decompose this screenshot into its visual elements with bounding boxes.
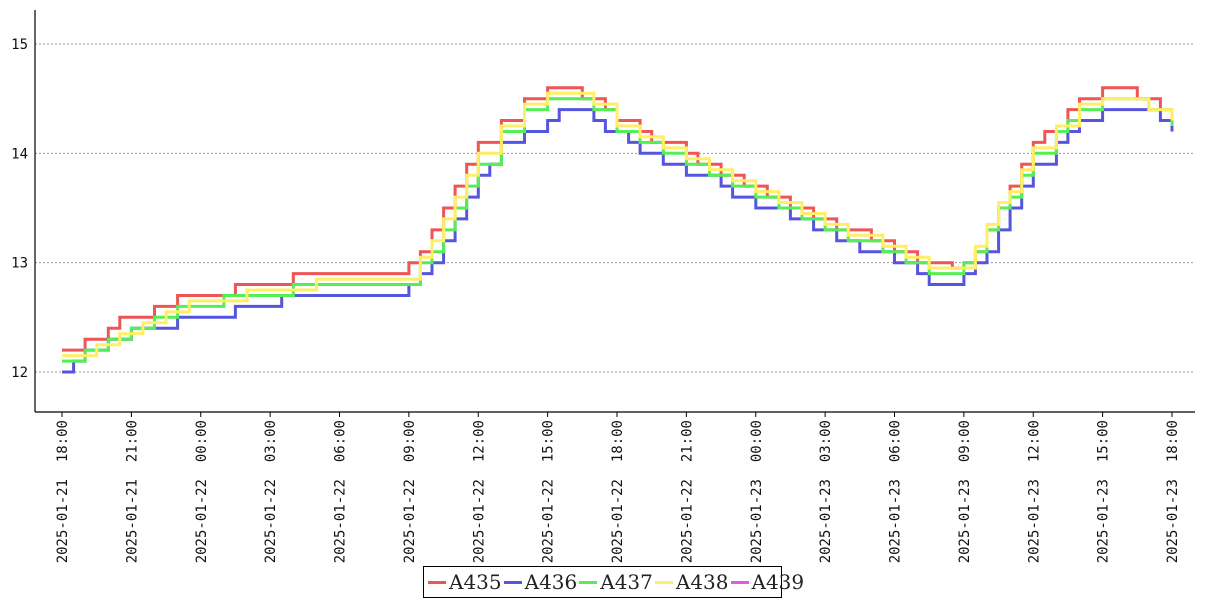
y-tick-label: 15: [11, 37, 28, 53]
x-tick-label: 2025-01-22 00:00: [194, 420, 210, 563]
x-tick-label: 2025-01-23 18:00: [1165, 420, 1181, 563]
legend-item-a436: A436: [502, 570, 578, 594]
y-tick-label: 13: [11, 256, 28, 272]
x-tick-label: 2025-01-22 06:00: [333, 420, 349, 563]
x-tick-label: 2025-01-23 12:00: [1026, 420, 1042, 563]
x-tick-label: 2025-01-23 00:00: [749, 420, 765, 563]
series-lines: [62, 86, 1174, 374]
x-tick-label: 2025-01-22 15:00: [541, 420, 557, 563]
x-tick-labels: 2025-01-21 18:00 2025-01-21 21:00 2025-01-…: [55, 412, 1181, 563]
legend-swatch: [579, 580, 598, 584]
x-tick-label: 2025-01-22 12:00: [471, 420, 487, 563]
legend-swatch: [503, 580, 522, 584]
y-tick-label: 14: [11, 146, 28, 162]
legend: A435 A436 A437 A438 A439: [423, 566, 804, 598]
x-tick-label: 2025-01-21 21:00: [124, 420, 140, 563]
series-line-a438: [62, 91, 1174, 358]
legend-swatch: [730, 580, 749, 584]
x-tick-label: 2025-01-23 03:00: [818, 420, 834, 563]
axes: [34, 10, 1195, 413]
x-tick-label: 2025-01-23 15:00: [1096, 420, 1112, 563]
legend-label: A439: [751, 570, 805, 594]
x-tick-label: 2025-01-23 06:00: [888, 420, 904, 563]
legend-item-a435: A435: [426, 570, 502, 594]
legend-swatch: [428, 580, 446, 584]
series-line-a436: [62, 108, 1174, 374]
legend-swatch: [654, 580, 673, 584]
legend-item-a439: A439: [729, 570, 805, 594]
x-tick-label: 2025-01-21 18:00: [55, 420, 71, 563]
grid-lines: [35, 43, 1195, 373]
legend-label: A438: [675, 570, 729, 594]
legend-item-a437: A437: [577, 570, 653, 594]
y-tick-label: 12: [11, 365, 28, 381]
y-tick-labels: 12 13 14 15: [11, 37, 28, 381]
legend-label: A436: [524, 570, 578, 594]
x-tick-label: 2025-01-22 03:00: [263, 420, 279, 563]
legend-label: A435: [449, 570, 502, 594]
x-tick-label: 2025-01-22 09:00: [402, 420, 418, 563]
x-tick-label: 2025-01-22 18:00: [610, 420, 626, 563]
x-tick-label: 2025-01-23 09:00: [957, 420, 973, 563]
legend-label: A437: [600, 570, 653, 594]
x-tick-label: 2025-01-22 21:00: [679, 420, 695, 563]
legend-item-a438: A438: [653, 570, 729, 594]
